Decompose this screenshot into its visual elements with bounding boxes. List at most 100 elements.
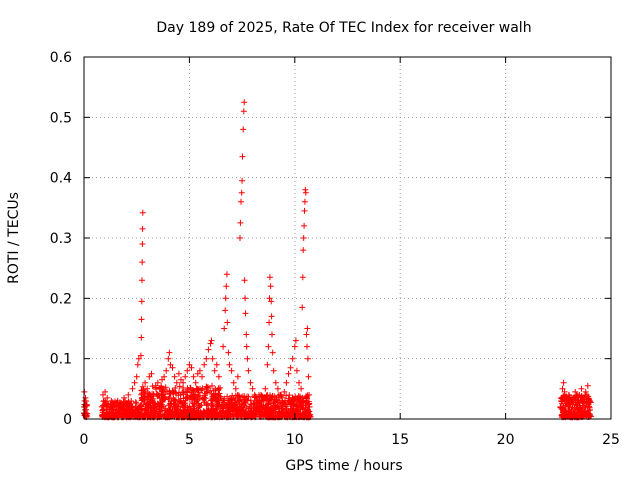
axis-ticks (83, 56, 612, 420)
data-point (133, 373, 140, 380)
data-point (139, 225, 146, 232)
data-point (262, 385, 269, 392)
data-point (301, 198, 308, 205)
data-point (203, 383, 210, 390)
x-tick-label: 5 (185, 432, 194, 448)
data-point (247, 401, 254, 408)
data-point (285, 370, 292, 377)
data-point (299, 274, 306, 281)
data-point (99, 411, 106, 418)
data-point (242, 295, 249, 302)
x-tick-label: 0 (80, 432, 89, 448)
data-point (138, 298, 145, 305)
data-point (305, 373, 312, 380)
data-point (235, 409, 242, 416)
data-point (135, 355, 142, 362)
data-point (582, 388, 589, 395)
data-point (115, 405, 122, 412)
data-point (156, 385, 163, 392)
data-point (199, 373, 205, 380)
data-point (304, 343, 310, 350)
data-point (103, 403, 110, 410)
data-point (209, 382, 215, 389)
data-point (290, 408, 297, 415)
data-point (137, 411, 144, 418)
data-point (306, 403, 313, 410)
data-point (226, 403, 233, 410)
data-point (563, 411, 570, 418)
data-point (581, 409, 588, 416)
data-point (152, 400, 158, 407)
data-point (266, 274, 273, 281)
data-point (109, 410, 116, 417)
data-point (144, 385, 151, 392)
data-point (173, 379, 180, 386)
y-tick-label: 0.1 (50, 352, 72, 368)
data-point (176, 389, 182, 396)
data-point (138, 316, 145, 323)
data-point (191, 394, 198, 401)
data-point (234, 392, 241, 399)
data-point (205, 346, 212, 353)
data-point (297, 403, 304, 410)
y-tick-label: 0.6 (50, 50, 72, 66)
data-point (215, 392, 222, 399)
data-point (226, 361, 233, 368)
data-point (229, 405, 236, 412)
data-point (300, 247, 307, 254)
data-point (274, 402, 281, 409)
data-point (166, 387, 173, 394)
data-point (245, 413, 251, 420)
data-point (264, 401, 271, 408)
data-point (238, 198, 244, 205)
data-point (215, 373, 222, 380)
data-point (270, 367, 277, 374)
data-point (124, 400, 131, 407)
data-point (222, 295, 229, 302)
y-tick-label: 0.5 (50, 110, 72, 126)
data-point (562, 411, 569, 418)
data-point (213, 361, 220, 368)
data-point (296, 379, 302, 386)
data-point (148, 370, 155, 377)
data-point (201, 361, 208, 368)
data-point (142, 405, 149, 412)
data-point (194, 393, 201, 400)
data-point (175, 403, 182, 410)
data-point (580, 394, 587, 401)
data-point (239, 410, 246, 417)
data-point (192, 379, 199, 386)
data-point (167, 390, 174, 397)
data-point (239, 153, 246, 160)
data-point (167, 409, 174, 416)
data-point (268, 313, 275, 320)
data-point (184, 367, 191, 374)
data-point (193, 398, 200, 405)
data-point (291, 343, 298, 350)
y-tick-label: 0.2 (50, 291, 72, 307)
data-point (301, 207, 308, 214)
data-point (81, 397, 88, 404)
data-point (172, 400, 179, 407)
data-point (148, 409, 155, 416)
data-point (275, 411, 282, 418)
data-point (272, 406, 279, 412)
data-points (81, 99, 594, 421)
data-point (557, 403, 564, 410)
data-point (220, 408, 227, 415)
data-point (574, 397, 581, 404)
data-point (261, 410, 268, 417)
data-point (211, 367, 218, 374)
data-point (215, 387, 222, 394)
data-point (203, 400, 210, 407)
data-point (294, 405, 301, 412)
data-point (101, 397, 107, 404)
data-point (166, 349, 173, 356)
y-tick-labels: 0 0.1 0.2 0.3 0.4 0.5 0.6 (50, 50, 72, 428)
data-point (139, 383, 146, 390)
data-point (237, 219, 244, 226)
data-point (289, 400, 296, 407)
data-point (240, 108, 247, 115)
x-tick-label: 20 (497, 432, 515, 448)
